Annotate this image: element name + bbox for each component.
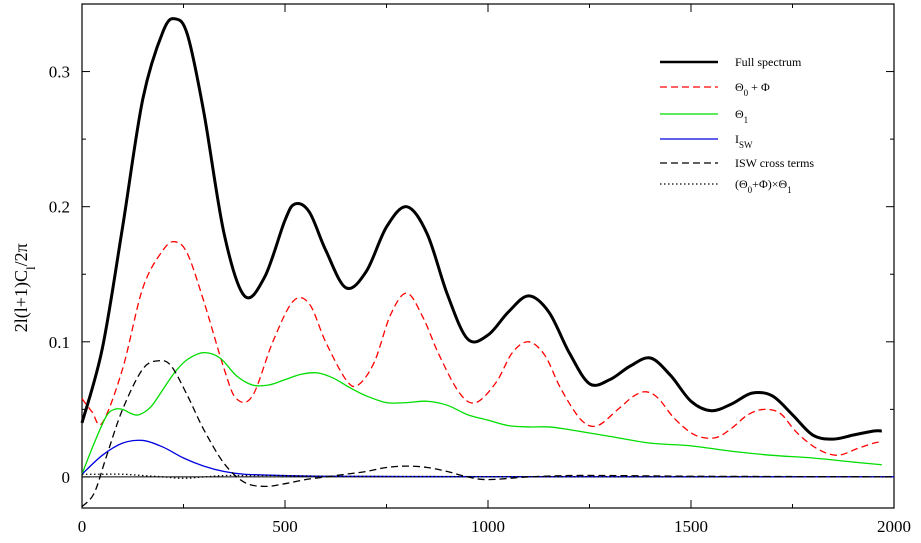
legend-label-2: Θ0 + Φ [735,80,770,98]
legend-label-1: Full spectrum [735,55,802,69]
legend-label-5: ISW cross terms [735,156,814,170]
series-line-5 [81,359,895,508]
legend-label-3: Θ1 [735,107,748,125]
legend: Full spectrum Θ0 + Φ Θ1 ISW ISW cross terms (… [660,55,814,195]
series-line-3 [81,351,882,475]
series-line-6 [82,473,895,479]
plot-border [81,3,895,509]
y-tick-label: 0 [62,468,71,487]
series-line-4 [81,439,895,478]
series-layer [80,17,895,508]
x-tick-label: 2000 [877,517,911,536]
series-line-1 [80,17,882,441]
y-tick-label: 0.1 [49,333,70,352]
y-tick-label: 0.3 [49,63,70,82]
x-tick-label: 1500 [674,517,708,536]
legend-label-4: ISW [735,132,753,150]
legend-label-6: (Θ0+Φ)×Θ1 [735,177,792,195]
plot-frame [81,3,895,509]
x-tick-label: 0 [78,517,87,536]
x-tick-label: 1000 [471,517,505,536]
y-axis-label: 2l(l+1)Cl/2π [11,243,38,332]
series-line-2 [81,241,882,456]
x-tick-label: 500 [272,517,298,536]
ticks: 0 500 1000 1500 2000 0 0.1 0.2 0.3 [49,4,911,536]
y-tick-label: 0.2 [49,198,70,217]
